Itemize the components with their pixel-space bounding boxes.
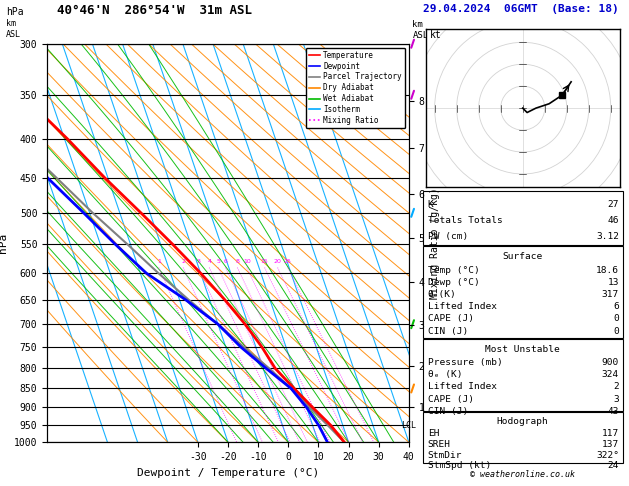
Text: 137: 137 xyxy=(602,440,619,449)
Text: StmSpd (kt): StmSpd (kt) xyxy=(428,461,491,470)
Text: 4: 4 xyxy=(208,260,211,264)
Text: 6: 6 xyxy=(613,302,619,312)
Text: 322°: 322° xyxy=(596,451,619,460)
Text: CAPE (J): CAPE (J) xyxy=(428,314,474,324)
Text: CIN (J): CIN (J) xyxy=(428,327,468,336)
Text: hPa: hPa xyxy=(6,7,24,17)
Y-axis label: Mixing Ratio (g/kg): Mixing Ratio (g/kg) xyxy=(430,187,440,299)
Text: 10: 10 xyxy=(243,260,251,264)
Text: 18.6: 18.6 xyxy=(596,266,619,275)
Text: 1: 1 xyxy=(157,260,161,264)
Text: Lifted Index: Lifted Index xyxy=(428,302,497,312)
Text: Lifted Index: Lifted Index xyxy=(428,382,497,392)
Text: 40°46'N  286°54'W  31m ASL: 40°46'N 286°54'W 31m ASL xyxy=(57,4,252,17)
Legend: Temperature, Dewpoint, Parcel Trajectory, Dry Adiabat, Wet Adiabat, Isotherm, Mi: Temperature, Dewpoint, Parcel Trajectory… xyxy=(306,48,405,128)
Text: 2: 2 xyxy=(181,260,185,264)
Text: Temp (°C): Temp (°C) xyxy=(428,266,479,275)
Text: K: K xyxy=(428,200,433,209)
Text: 46: 46 xyxy=(608,216,619,225)
Text: CIN (J): CIN (J) xyxy=(428,407,468,416)
Text: 900: 900 xyxy=(602,358,619,367)
Text: 27: 27 xyxy=(608,200,619,209)
Text: kt: kt xyxy=(430,30,442,40)
Text: 13: 13 xyxy=(608,278,619,287)
Text: 6: 6 xyxy=(223,260,228,264)
Text: km
ASL: km ASL xyxy=(413,20,428,40)
Text: 29.04.2024  06GMT  (Base: 18): 29.04.2024 06GMT (Base: 18) xyxy=(423,3,619,14)
Text: 117: 117 xyxy=(602,429,619,438)
Text: 20: 20 xyxy=(274,260,282,264)
Text: 324: 324 xyxy=(602,370,619,380)
Text: © weatheronline.co.uk: © weatheronline.co.uk xyxy=(470,469,575,479)
Text: SREH: SREH xyxy=(428,440,451,449)
Text: Surface: Surface xyxy=(503,252,543,261)
Text: θₑ(K): θₑ(K) xyxy=(428,290,457,299)
Text: Totals Totals: Totals Totals xyxy=(428,216,503,225)
X-axis label: Dewpoint / Temperature (°C): Dewpoint / Temperature (°C) xyxy=(137,468,319,478)
Text: 3.12: 3.12 xyxy=(596,232,619,241)
Text: StmDir: StmDir xyxy=(428,451,462,460)
Text: 2: 2 xyxy=(613,382,619,392)
Text: PW (cm): PW (cm) xyxy=(428,232,468,241)
Text: 3: 3 xyxy=(613,395,619,404)
Text: 3: 3 xyxy=(196,260,200,264)
Text: EH: EH xyxy=(428,429,439,438)
Text: Most Unstable: Most Unstable xyxy=(486,345,560,354)
Text: Hodograph: Hodograph xyxy=(497,417,548,427)
Text: Pressure (mb): Pressure (mb) xyxy=(428,358,503,367)
Text: θₑ (K): θₑ (K) xyxy=(428,370,462,380)
Text: CAPE (J): CAPE (J) xyxy=(428,395,474,404)
Text: 317: 317 xyxy=(602,290,619,299)
Text: 0: 0 xyxy=(613,327,619,336)
Text: 24: 24 xyxy=(608,461,619,470)
Text: 8: 8 xyxy=(235,260,240,264)
Text: 25: 25 xyxy=(284,260,292,264)
Text: 15: 15 xyxy=(261,260,269,264)
Text: 5: 5 xyxy=(216,260,220,264)
Text: LCL: LCL xyxy=(401,421,416,430)
Text: Dewp (°C): Dewp (°C) xyxy=(428,278,479,287)
Text: km
ASL: km ASL xyxy=(6,19,21,39)
Text: 43: 43 xyxy=(608,407,619,416)
Y-axis label: hPa: hPa xyxy=(0,233,8,253)
Text: 0: 0 xyxy=(613,314,619,324)
